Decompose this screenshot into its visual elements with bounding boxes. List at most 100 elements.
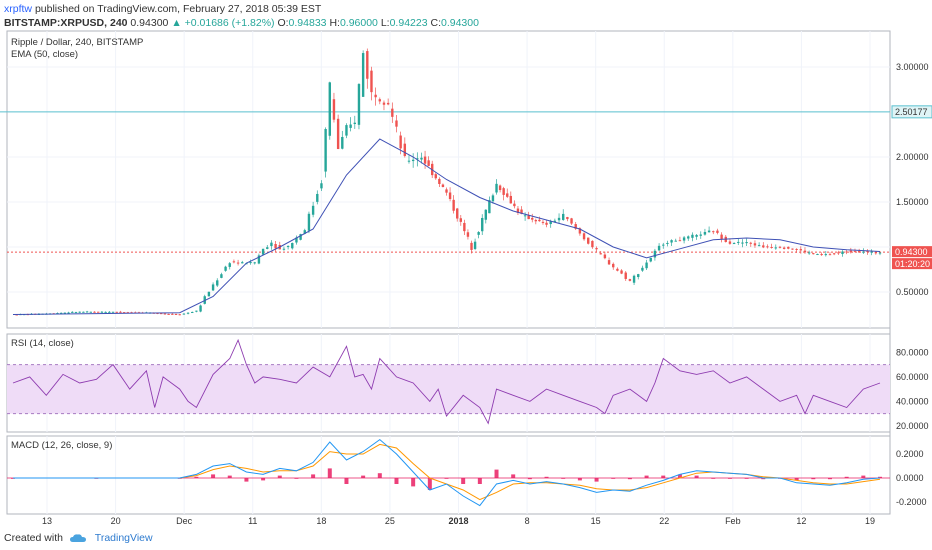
macd-signal-line xyxy=(13,443,881,501)
candle-up xyxy=(699,234,702,236)
candle-up xyxy=(807,252,811,254)
candle-up xyxy=(737,241,740,243)
candle-down xyxy=(712,231,715,233)
candle-up xyxy=(481,217,484,232)
candle-down xyxy=(628,279,632,281)
candle-up xyxy=(557,217,561,221)
x-tick-label-7: 8 xyxy=(525,516,530,526)
candle-up xyxy=(253,262,256,264)
tradingview-brand[interactable]: TradingView xyxy=(94,532,153,544)
candle-down xyxy=(534,219,538,222)
rsi-pane-title: RSI (14, close) xyxy=(11,338,74,349)
candle-up xyxy=(270,242,273,247)
candle-down xyxy=(591,240,594,248)
candle-down xyxy=(403,143,407,156)
macd-histogram-bar xyxy=(211,474,216,478)
candle-up xyxy=(324,129,327,172)
candle-up xyxy=(299,234,302,240)
macd-histogram-bar xyxy=(861,475,866,478)
candle-down xyxy=(749,242,752,244)
candle-up xyxy=(71,311,74,313)
candle-up xyxy=(687,236,690,239)
candle-down xyxy=(163,313,167,315)
publish-line: xrpftw published on TradingView.com, Feb… xyxy=(4,3,321,15)
candle-down xyxy=(603,254,607,259)
ema-legend: EMA (50, close) xyxy=(11,49,78,60)
candle-down xyxy=(160,313,163,315)
candle-down xyxy=(126,312,130,314)
macd-histogram-bar xyxy=(677,474,682,478)
candle-up xyxy=(732,243,736,245)
open-label: O: xyxy=(277,17,289,29)
candle-down xyxy=(378,99,382,102)
candle-up xyxy=(89,311,93,313)
candle-down xyxy=(720,234,723,240)
candle-down xyxy=(332,99,336,120)
candle-up xyxy=(637,274,640,278)
candle-down xyxy=(538,219,541,222)
macd-histogram-bar xyxy=(277,475,282,478)
macd-histogram-bar xyxy=(194,476,199,478)
level-label: 2.50177 xyxy=(895,107,928,117)
macd-histogram-bar xyxy=(661,475,666,478)
candle-up xyxy=(228,263,231,267)
candle-down xyxy=(527,215,530,220)
macd-histogram-bar xyxy=(794,478,799,481)
candle-up xyxy=(286,245,290,248)
candle-up xyxy=(85,311,89,313)
macd-histogram-bar xyxy=(827,478,832,480)
candle-down xyxy=(448,192,452,200)
price-y-tick-3: 1.50000 xyxy=(896,197,929,207)
candle-down xyxy=(470,242,473,250)
candle-up xyxy=(691,234,694,238)
candle-up xyxy=(357,84,361,125)
candle-up xyxy=(549,221,552,225)
candle-down xyxy=(441,184,445,187)
candle-up xyxy=(303,230,306,234)
candle-down xyxy=(167,313,170,315)
macd-histogram-bar xyxy=(494,469,499,478)
candle-down xyxy=(787,246,790,249)
candle-down xyxy=(587,237,590,244)
macd-histogram-bar xyxy=(527,478,532,480)
x-tick-label-1: 20 xyxy=(111,516,121,526)
macd-histogram-bar xyxy=(377,473,382,478)
candle-up xyxy=(682,237,686,241)
candle-up xyxy=(495,183,498,193)
candle-down xyxy=(837,252,840,254)
candle-up xyxy=(241,262,244,264)
candle-up xyxy=(316,193,319,202)
candle-up xyxy=(291,242,294,249)
candle-down xyxy=(445,189,448,193)
candle-down xyxy=(366,51,369,79)
candle-down xyxy=(452,199,455,211)
candle-down xyxy=(716,230,719,233)
candle-down xyxy=(616,268,619,271)
candle-up xyxy=(824,254,828,256)
candle-up xyxy=(662,244,665,246)
created-with-text: Created with xyxy=(4,532,63,544)
candle-down xyxy=(438,178,441,184)
chart-area[interactable]: 13 20 Dec 11 18 25 2018 8 15 22 Feb 12 19 3.00000 2.00… xyxy=(0,0,932,528)
candle-down xyxy=(874,252,878,254)
candle-up xyxy=(353,122,356,124)
candle-down xyxy=(820,254,823,256)
candle-down xyxy=(728,241,732,244)
candle-down xyxy=(828,254,832,256)
tradingview-cloud-icon xyxy=(69,534,86,542)
candle-up xyxy=(488,200,491,214)
candle-down xyxy=(678,240,682,242)
candle-up xyxy=(562,213,565,220)
macd-histogram-bar xyxy=(327,468,332,478)
macd-histogram-bar xyxy=(227,475,232,478)
candle-up xyxy=(111,311,115,313)
candle-up xyxy=(707,230,711,233)
author-link[interactable]: xrpftw xyxy=(4,3,33,15)
candle-down xyxy=(516,208,520,213)
candle-down xyxy=(782,247,786,249)
candle-down xyxy=(791,248,794,250)
candle-up xyxy=(484,209,488,220)
candle-down xyxy=(578,228,582,234)
candle-up xyxy=(666,242,669,244)
candle-down xyxy=(595,248,598,250)
